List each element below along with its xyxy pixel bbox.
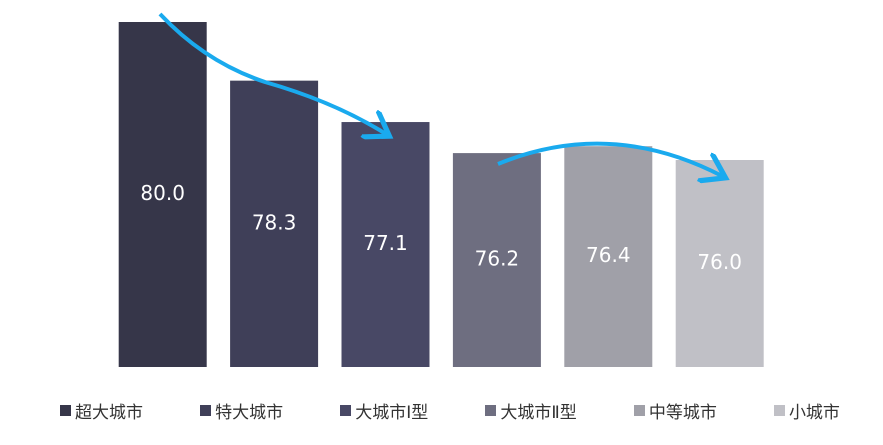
bar: [118, 22, 207, 367]
legend-item: 大城市Ⅱ型: [485, 398, 577, 423]
legend-swatch: [773, 405, 785, 416]
legend-label: 特大城市: [215, 403, 284, 423]
legend-item: 小城市: [773, 398, 840, 423]
bar: [564, 146, 653, 367]
value-label: 76.2: [475, 247, 520, 271]
value-label: 80.0: [140, 181, 185, 205]
legend-label: 小城市: [788, 403, 840, 423]
legend-label: 中等城市: [648, 403, 717, 423]
legend-label: 超大城市: [75, 403, 143, 423]
trend-arrow: [158, 12, 386, 134]
bar: [341, 122, 430, 367]
bars: 80.0 78.3 77.1 76.2 76.4 76.0: [118, 22, 764, 368]
legend-label: 大城市Ⅰ型: [355, 403, 429, 423]
value-label: 78.3: [252, 210, 297, 234]
value-label: 76.0: [697, 250, 742, 274]
legend-swatch: [340, 405, 352, 416]
legend-label: 大城市Ⅱ型: [500, 403, 577, 423]
legend-swatch: [200, 405, 212, 416]
legend-item: 特大城市: [200, 398, 283, 423]
bar: [452, 153, 541, 367]
legend-swatch: [633, 405, 645, 416]
legend-item: 超大城市: [60, 398, 143, 423]
legend-swatch: [485, 405, 497, 416]
value-label: 77.1: [363, 231, 408, 255]
legend-item: 中等城市: [633, 398, 717, 423]
legend: 超大城市 特大城市 大城市Ⅰ型 大城市Ⅱ型 中等城市 小城市: [60, 398, 840, 423]
bar: [675, 160, 764, 367]
trend-arrow: [497, 141, 722, 176]
legend-item: 大城市Ⅰ型: [340, 398, 428, 423]
value-label: 76.4: [586, 243, 631, 267]
legend-swatch: [60, 405, 71, 416]
bar: [230, 80, 319, 368]
